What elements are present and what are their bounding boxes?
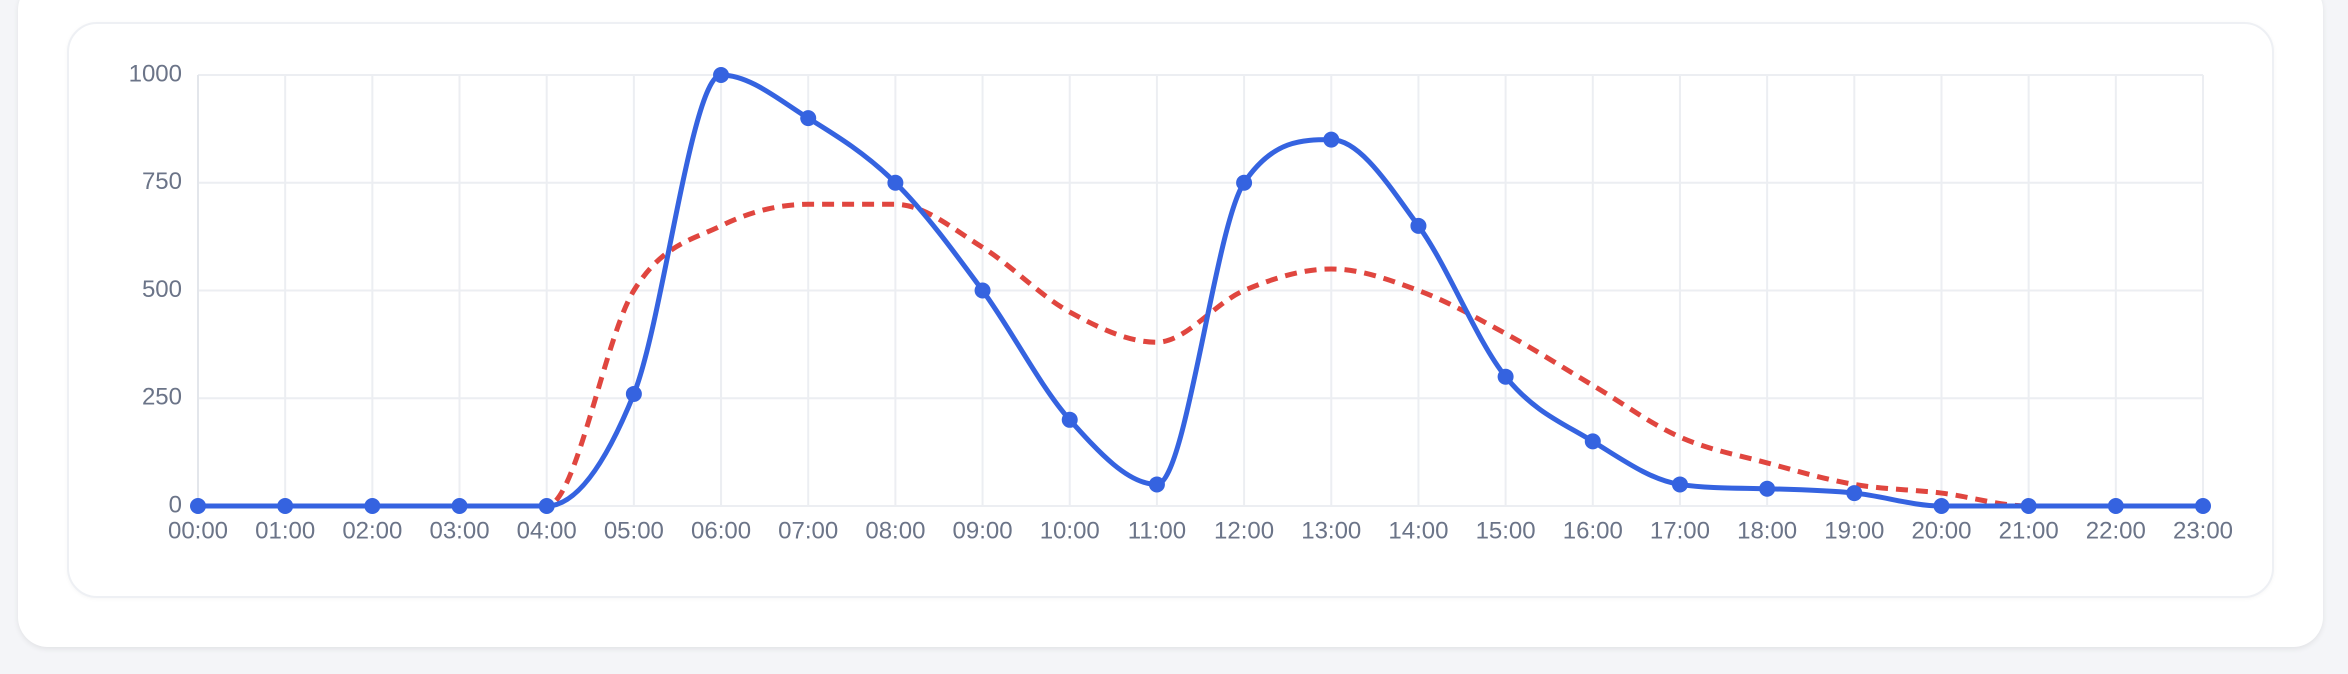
y-tick-label: 500 xyxy=(142,276,182,303)
point xyxy=(1759,480,1776,497)
x-tick-label: 09:00 xyxy=(953,517,1013,544)
x-tick-label: 06:00 xyxy=(691,517,751,544)
point xyxy=(364,498,381,514)
y-tick-label: 750 xyxy=(142,168,182,195)
point xyxy=(2107,498,2124,514)
x-tick-label: 01:00 xyxy=(255,517,315,544)
point xyxy=(538,498,555,514)
x-tick-label: 12:00 xyxy=(1214,517,1274,544)
series-line xyxy=(198,72,2203,509)
point xyxy=(1671,476,1688,493)
point xyxy=(1323,131,1340,148)
x-tick-label: 05:00 xyxy=(604,517,664,544)
x-tick-label: 23:00 xyxy=(2173,517,2233,544)
x-tick-label: 03:00 xyxy=(429,517,489,544)
x-tick-label: 18:00 xyxy=(1737,517,1797,544)
y-tick-label: 250 xyxy=(142,384,182,411)
point xyxy=(974,282,991,299)
point xyxy=(1148,476,1165,493)
x-tick-label: 19:00 xyxy=(1824,517,1884,544)
x-tick-label: 10:00 xyxy=(1040,517,1100,544)
point xyxy=(1933,498,1950,514)
x-tick-label: 07:00 xyxy=(778,517,838,544)
x-tick-label: 17:00 xyxy=(1650,517,1710,544)
point xyxy=(1584,433,1601,450)
point xyxy=(625,385,642,402)
point xyxy=(1061,411,1078,428)
x-tick-label: 16:00 xyxy=(1563,517,1623,544)
x-tick-label: 20:00 xyxy=(1911,517,1971,544)
x-tick-label: 00:00 xyxy=(168,517,228,544)
point xyxy=(1236,174,1253,191)
point xyxy=(1410,217,1427,234)
y-tick-label: 0 xyxy=(169,491,182,518)
x-tick-label: 14:00 xyxy=(1388,517,1448,544)
x-tick-label: 21:00 xyxy=(1999,517,2059,544)
point xyxy=(1846,485,1863,502)
point xyxy=(887,174,904,191)
point xyxy=(800,110,817,127)
x-tick-label: 02:00 xyxy=(342,517,402,544)
point xyxy=(190,498,206,514)
point xyxy=(2195,498,2211,514)
point xyxy=(1497,368,1514,385)
x-tick-label: 13:00 xyxy=(1301,517,1361,544)
point xyxy=(713,67,730,83)
x-tick-label: 08:00 xyxy=(865,517,925,544)
point xyxy=(2020,498,2037,514)
x-tick-label: 11:00 xyxy=(1128,517,1186,544)
x-tick-label: 15:00 xyxy=(1476,517,1536,544)
point xyxy=(277,498,294,514)
x-tick-label: 22:00 xyxy=(2086,517,2146,544)
point xyxy=(451,498,468,514)
x-tick-label: 04:00 xyxy=(517,517,577,544)
y-tick-label: 1000 xyxy=(129,60,182,87)
